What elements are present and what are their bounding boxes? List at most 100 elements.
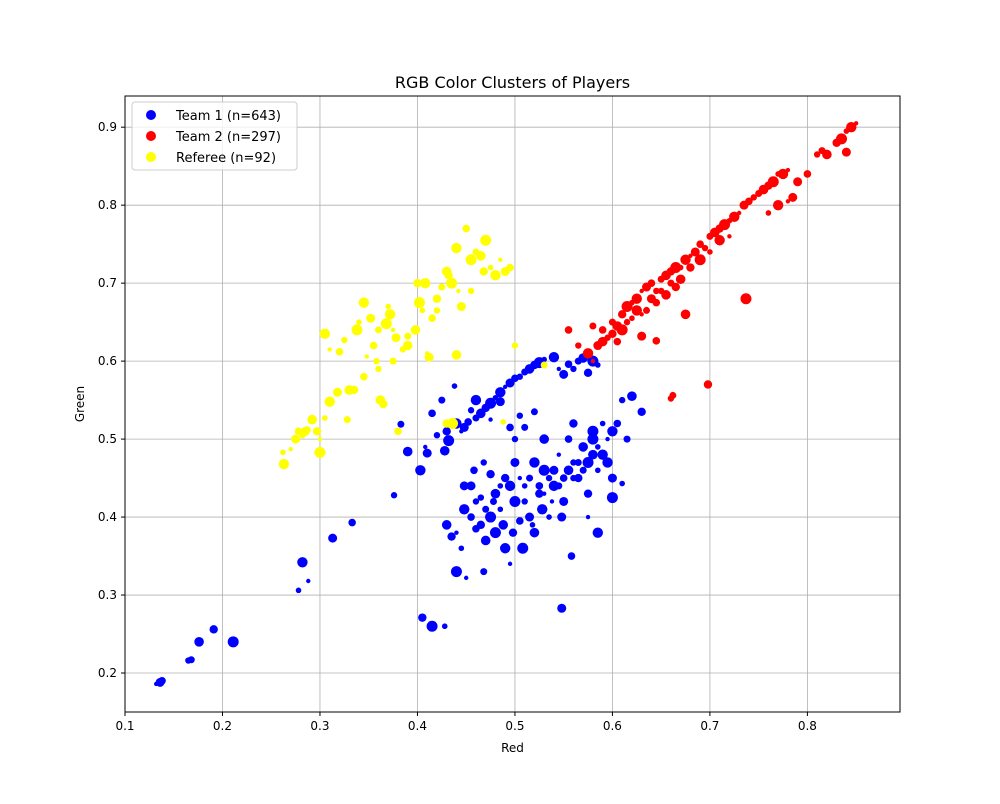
scatter-point	[341, 336, 348, 344]
scatter-point	[521, 423, 529, 431]
scatter-point	[467, 287, 475, 295]
plot-frame	[124, 95, 901, 713]
scatter-point	[643, 306, 651, 314]
scatter-point	[559, 369, 569, 379]
scatter-point	[569, 419, 578, 428]
scatter-point	[570, 365, 577, 373]
scatter-point	[465, 254, 477, 266]
scatter-point	[379, 399, 388, 409]
scatter-point	[385, 303, 392, 310]
scatter-point	[526, 474, 534, 482]
scatter-point	[380, 318, 392, 330]
scatter-point	[637, 331, 647, 341]
scatter-point	[486, 469, 495, 479]
scatter-point	[314, 446, 326, 458]
scatter-point	[836, 133, 848, 145]
scatter-point	[328, 533, 338, 543]
scatter-point	[557, 603, 567, 613]
scatter-point	[317, 436, 323, 442]
scatter-point	[631, 293, 642, 304]
scatter-point	[485, 511, 497, 523]
scatter-point	[652, 298, 661, 307]
scatter-point	[545, 474, 553, 482]
scatter-point	[607, 473, 617, 483]
scatter-point	[482, 505, 490, 513]
scatter-point	[470, 394, 482, 406]
scatter-point	[459, 481, 469, 491]
scatter-point	[402, 446, 413, 457]
scatter-point	[595, 467, 601, 474]
scatter-point	[472, 498, 480, 505]
y-axis-label: Green	[73, 386, 87, 422]
scatter-point	[324, 396, 335, 407]
scatter-point	[617, 310, 627, 319]
x-tick-label: 0.2	[213, 719, 232, 733]
scatter-point	[556, 366, 562, 372]
scatter-point	[529, 457, 540, 468]
scatter-point	[327, 347, 332, 352]
scatter-point	[433, 431, 441, 439]
scatter-point	[516, 373, 524, 380]
scatter-point	[517, 542, 529, 554]
scatter-point	[750, 194, 757, 201]
scatter-point	[227, 636, 239, 648]
scatter-point	[578, 442, 588, 452]
scatter-point	[846, 121, 857, 133]
scatter-point	[502, 384, 508, 390]
scatter-point	[335, 347, 344, 356]
scatter-point	[652, 337, 661, 345]
scatter-point	[507, 561, 513, 567]
scatter-point	[529, 522, 536, 528]
scatter-point	[597, 449, 608, 460]
scatter-point	[280, 449, 286, 456]
scatter-point	[563, 465, 574, 476]
x-tick-label: 0.6	[603, 719, 622, 733]
scatter-point	[356, 319, 362, 325]
scatter-point	[278, 458, 290, 470]
legend-marker-team-1	[146, 110, 156, 120]
scatter-point	[510, 457, 520, 467]
scatter-point	[426, 620, 438, 632]
scatter-point	[418, 613, 427, 622]
scatter-point	[557, 512, 567, 522]
scatter-point	[467, 407, 475, 414]
scatter-point	[729, 211, 740, 223]
scatter-point	[680, 309, 691, 320]
scatter-point	[675, 274, 686, 285]
scatter-point	[541, 356, 547, 363]
scatter-point	[441, 520, 452, 530]
scatter-point	[394, 427, 402, 436]
scatter-point	[582, 456, 594, 468]
scatter-point	[451, 350, 462, 360]
scatter-point	[677, 264, 684, 271]
scatter-point	[442, 427, 451, 436]
y-tick-label: 0.9	[98, 120, 117, 134]
scatter-point	[404, 332, 412, 340]
y-tick-label: 0.4	[98, 510, 117, 524]
scatter-point	[639, 288, 644, 294]
scatter-point	[564, 360, 573, 369]
scatter-point	[548, 352, 560, 363]
scatter-point	[564, 435, 573, 443]
legend-marker-team-2	[146, 131, 156, 141]
scatter-point	[590, 358, 596, 364]
scatter-point	[574, 473, 583, 483]
scatter-point	[158, 677, 166, 685]
scatter-point	[428, 314, 436, 323]
scatter-point	[499, 543, 511, 554]
scatter-point	[464, 418, 472, 426]
scatter-point	[477, 494, 485, 501]
scatter-point	[466, 481, 476, 491]
scatter-point	[402, 340, 413, 351]
scatter-point	[703, 380, 713, 389]
scatter-point	[627, 391, 637, 402]
legend-marker-referee	[146, 152, 156, 162]
scatter-point	[529, 527, 540, 538]
scatter-point	[451, 383, 458, 389]
scatter-point	[623, 435, 631, 443]
scatter-point	[508, 528, 518, 537]
scatter-point	[556, 452, 562, 457]
legend-label-team-1: Team 1 (n=643)	[175, 109, 281, 124]
